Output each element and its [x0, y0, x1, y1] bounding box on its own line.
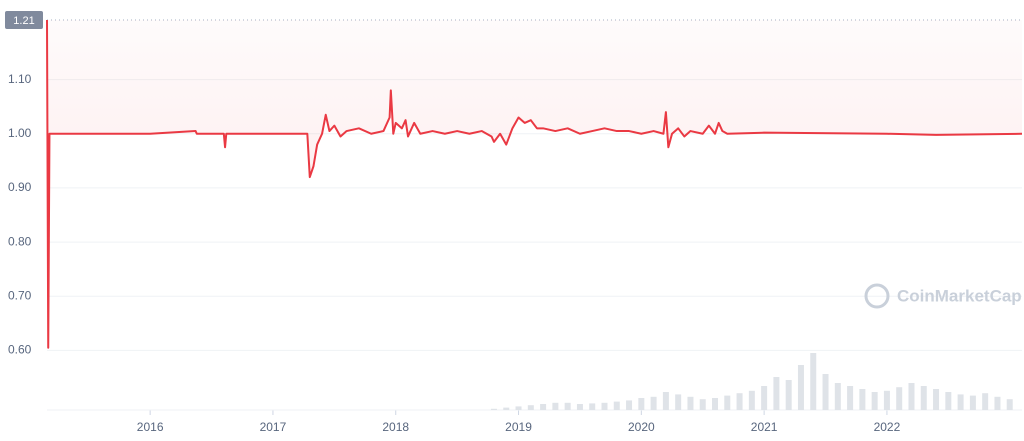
volume-bar — [662, 392, 669, 410]
y-tick-label: 0.60 — [8, 343, 32, 357]
x-tick-label: 2022 — [874, 420, 901, 434]
volume-bar — [552, 402, 559, 410]
volume-bar — [920, 386, 927, 410]
volume-bar — [515, 406, 522, 410]
y-tick-label: 0.80 — [8, 234, 32, 248]
max-label-box — [5, 11, 43, 29]
volume-bar — [638, 398, 645, 410]
x-tick-label: 2017 — [260, 420, 287, 434]
area — [47, 20, 1022, 348]
volume-bar — [957, 394, 964, 410]
volume-bar — [736, 393, 743, 410]
volume-bar — [822, 374, 829, 410]
volume-bar — [847, 386, 854, 410]
volume-bar — [908, 383, 915, 410]
volume-bar — [650, 396, 657, 410]
volume-bar — [675, 394, 682, 410]
watermark-text: CoinMarketCap — [897, 286, 1022, 305]
volume-bar — [773, 377, 780, 410]
volume-bar — [785, 380, 792, 410]
volume-bar — [810, 353, 817, 410]
x-tick-label: 2016 — [137, 420, 164, 434]
volume-bar — [933, 389, 940, 410]
volume-bar — [540, 404, 547, 410]
volume-bar — [589, 403, 596, 410]
volume-bar — [994, 396, 1001, 410]
volume-bar — [527, 405, 534, 410]
volume-bar — [761, 386, 768, 410]
volume-bar — [859, 389, 866, 410]
volume-bar — [834, 383, 841, 410]
watermark: CoinMarketCap — [864, 283, 1022, 309]
volume-bar — [883, 390, 890, 410]
volume-bar — [503, 407, 510, 410]
price-line — [46, 19, 1023, 349]
volume-bar — [687, 396, 694, 410]
volume-bar — [1006, 399, 1013, 410]
volume-bar — [982, 393, 989, 410]
x-tick-label: 2021 — [751, 420, 778, 434]
volume-bar — [576, 404, 583, 410]
volume-bar — [945, 392, 952, 410]
volume-bar — [896, 387, 903, 410]
x-tick-label: 2019 — [505, 420, 532, 434]
volume-bar — [969, 395, 976, 410]
y-tick-label: 0.70 — [8, 288, 32, 302]
volume-bar — [490, 408, 497, 410]
y-tick-label: 1.10 — [8, 72, 32, 86]
volume-bar — [699, 399, 706, 410]
volume-bar — [626, 400, 633, 410]
volume-bar — [613, 401, 620, 410]
volume-bar — [601, 402, 608, 410]
x-tick-label: 2020 — [628, 420, 655, 434]
y-tick-label: 1.21 — [13, 15, 34, 27]
y-tick-label: 0.90 — [8, 180, 32, 194]
volume-bar — [748, 390, 755, 410]
volume-bar — [797, 365, 804, 410]
volume-bar — [871, 392, 878, 410]
volume-bar — [724, 395, 731, 410]
volume-bar — [712, 398, 719, 410]
x-tick-label: 2018 — [382, 420, 409, 434]
volume-bar — [564, 402, 571, 410]
y-tick-label: 1.00 — [8, 126, 32, 140]
